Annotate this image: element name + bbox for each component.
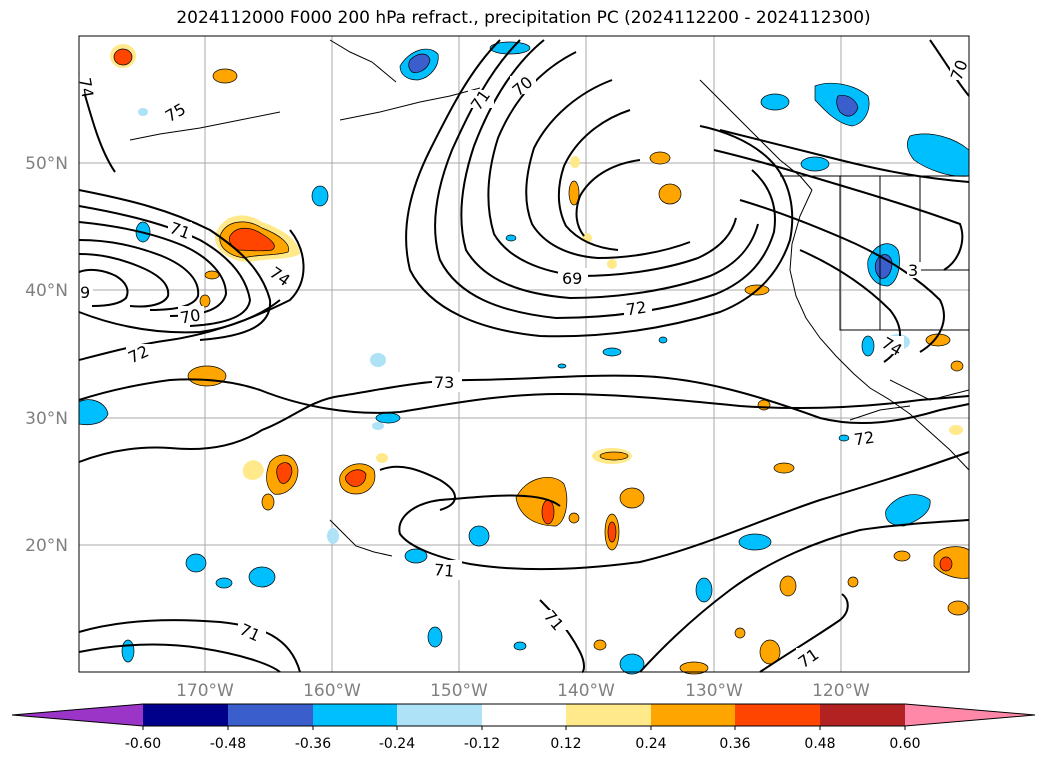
colorbar-tick: 0.12 bbox=[550, 736, 581, 752]
colorbar: -0.60 -0.48 -0.36 -0.24 -0.12 0.12 0.24 … bbox=[11, 703, 1036, 752]
colorbar-bin bbox=[651, 704, 735, 726]
contour-label: 74 bbox=[75, 76, 97, 99]
colorbar-bin bbox=[228, 704, 313, 726]
colorbar-bin bbox=[820, 704, 905, 726]
colorbar-bin bbox=[143, 704, 228, 726]
contour-label: 71 bbox=[433, 560, 455, 581]
lon-label: 160°W bbox=[303, 681, 361, 701]
colorbar-tick: -0.48 bbox=[210, 736, 246, 752]
contour-label: 72 bbox=[853, 428, 876, 450]
lat-label: 50°N bbox=[25, 154, 68, 174]
colorbar-over-arrow bbox=[905, 704, 1035, 726]
contour-label: 72 bbox=[625, 298, 648, 320]
coastlines bbox=[129, 39, 970, 557]
colorbar-bin bbox=[313, 704, 397, 726]
colorbar-tick: -0.24 bbox=[379, 736, 415, 752]
colorbar-tick: -0.60 bbox=[125, 736, 161, 752]
precip-blobs bbox=[78, 41, 970, 675]
colorbar-bin bbox=[482, 704, 566, 726]
latitude-labels: 50°N 40°N 30°N 20°N bbox=[25, 154, 68, 556]
contour-labels: 74 75 71 70 70 74 71 70 69 72 72 73 9 72… bbox=[74, 57, 972, 672]
map-frame bbox=[78, 35, 970, 673]
map-frame-bg bbox=[79, 36, 969, 672]
lat-label: 40°N bbox=[25, 281, 68, 301]
colorbar-tick: 0.60 bbox=[889, 736, 920, 752]
lon-label: 130°W bbox=[685, 681, 743, 701]
longitude-labels: 170°W 160°W 150°W 140°W 130°W 120°W bbox=[176, 681, 870, 701]
contour-label: 3 bbox=[908, 261, 918, 280]
map-title: 2024112000 F000 200 hPa refract., precip… bbox=[176, 8, 871, 28]
contour-label: 69 bbox=[562, 269, 582, 288]
lon-label: 140°W bbox=[557, 681, 615, 701]
colorbar-tick: 0.24 bbox=[635, 736, 666, 752]
colorbar-bin bbox=[566, 704, 651, 726]
contour-label: 70 bbox=[179, 305, 202, 327]
colorbar-under-arrow bbox=[12, 704, 143, 726]
colorbar-tick: 0.48 bbox=[804, 736, 835, 752]
lat-label: 30°N bbox=[25, 409, 68, 429]
lon-label: 120°W bbox=[812, 681, 870, 701]
colorbar-tick: 0.36 bbox=[719, 736, 750, 752]
colorbar-tick: -0.12 bbox=[464, 736, 500, 752]
colorbar-tick: -0.36 bbox=[295, 736, 331, 752]
lat-label: 20°N bbox=[25, 536, 68, 556]
lon-label: 170°W bbox=[176, 681, 234, 701]
lon-label: 150°W bbox=[430, 681, 488, 701]
colorbar-bin bbox=[735, 704, 820, 726]
colorbar-bin bbox=[397, 704, 482, 726]
contour-label: 9 bbox=[80, 283, 90, 302]
contour-label: 73 bbox=[434, 373, 454, 392]
